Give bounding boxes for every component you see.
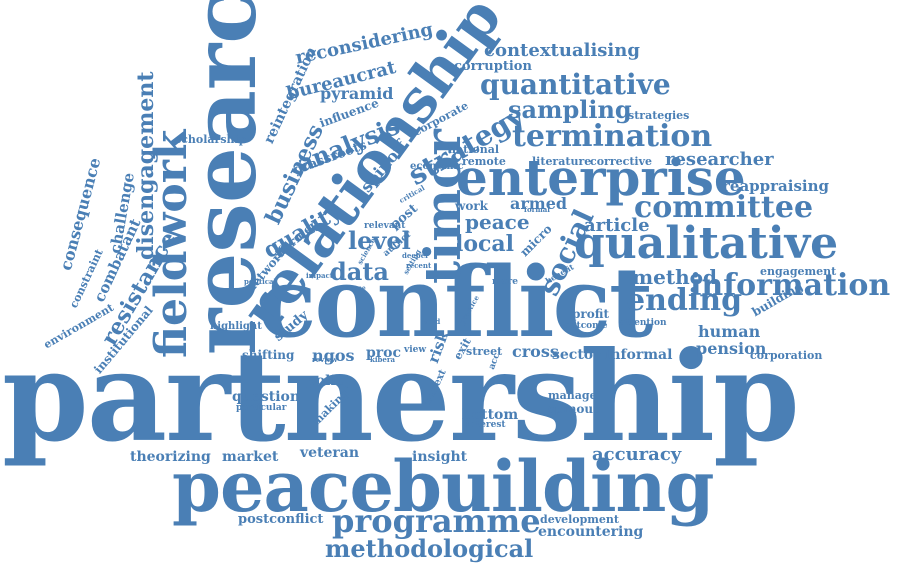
word-armed: armed (510, 194, 568, 213)
word-highlight: highlight (210, 321, 262, 332)
word-market: market (222, 449, 279, 465)
word-cross: cross (512, 342, 559, 361)
word-peacebuilding: peacebuilding (172, 445, 714, 528)
word-peace: peace (465, 210, 530, 234)
word-impact: impact (306, 271, 333, 280)
word-ngos: ngos (312, 346, 355, 365)
word-pyramid: pyramid (320, 84, 394, 103)
word-formal: formal (524, 205, 550, 214)
word-spinout: spinout (548, 402, 599, 416)
word-recent: recent (406, 261, 432, 270)
word-insight: insight (412, 449, 468, 465)
word-void: void (424, 317, 441, 326)
word-contextualising: contextualising (484, 40, 640, 61)
word-bottom: bottom (462, 407, 519, 423)
word-strategies: strategies (628, 109, 690, 122)
word-qualitative: qualitative (574, 218, 839, 269)
word-human: human (698, 322, 761, 341)
word-relevant: relevant (364, 221, 406, 231)
word-economic: economic (410, 161, 464, 172)
word-literature: literature (532, 155, 592, 168)
word-question: question (232, 389, 301, 405)
word-conflict: conflict (258, 246, 653, 359)
word-particular: particular (236, 403, 287, 413)
word-profit: profit (572, 307, 609, 321)
word-accuracy: accuracy (592, 444, 682, 465)
word-attention: attention (620, 318, 667, 328)
word-quantitative: quantitative (480, 68, 671, 101)
word-sector: sector (552, 347, 601, 363)
word-data: data (330, 257, 389, 286)
word-veteran: veteran (300, 445, 360, 461)
word-shifting: shifting (242, 348, 295, 362)
word-encountering: encountering (538, 524, 644, 540)
word-local: local (455, 231, 515, 257)
word-committee: committee (634, 190, 814, 225)
word-deeper: deeper (402, 251, 429, 260)
word-view: view (404, 345, 427, 355)
word-article: article (584, 215, 650, 236)
word-work: work (455, 199, 488, 213)
word-street: street (466, 345, 503, 358)
word-researcher: researcher (665, 149, 774, 170)
word-corporation: corporation (750, 349, 823, 362)
word-ending: ending (626, 283, 743, 318)
word-theorizing: theorizing (130, 449, 211, 465)
word-remote: remote (462, 155, 506, 168)
word-level: level (348, 226, 411, 255)
word-review: review (312, 355, 338, 364)
word-scholarship: scholarship (175, 133, 247, 146)
word-more: more (492, 277, 518, 287)
word-enterprise: enterprise (456, 148, 746, 207)
word-engagement: engagement (760, 265, 837, 278)
word-interest: interest (466, 420, 506, 430)
word-manage: manage (548, 389, 597, 402)
word-development: development (540, 513, 620, 526)
word-outcome: outcome (564, 321, 608, 331)
word-informal: informal (605, 347, 673, 363)
word-postconflict: postconflict (238, 512, 324, 527)
word-political: political (244, 277, 277, 286)
word-kibera: kibera (370, 355, 396, 364)
word-national: national (448, 143, 500, 156)
word-policy: policy (306, 373, 353, 389)
word-information: information (690, 268, 891, 303)
word-proc: proc (366, 345, 402, 361)
word-methodological: methodological (325, 534, 534, 563)
word-partnership: partnership (2, 325, 800, 470)
word-programme: programme (332, 502, 541, 540)
word-shape: shape (346, 285, 366, 292)
word-reappraising: reappraising (722, 177, 829, 195)
word-pension: pension (696, 339, 767, 358)
word-termination: termination (512, 119, 713, 154)
word-method: method (632, 265, 717, 289)
word-corrective: corrective (590, 155, 652, 168)
word-corruption: corruption (454, 59, 532, 74)
word-sampling: sampling (508, 95, 632, 124)
